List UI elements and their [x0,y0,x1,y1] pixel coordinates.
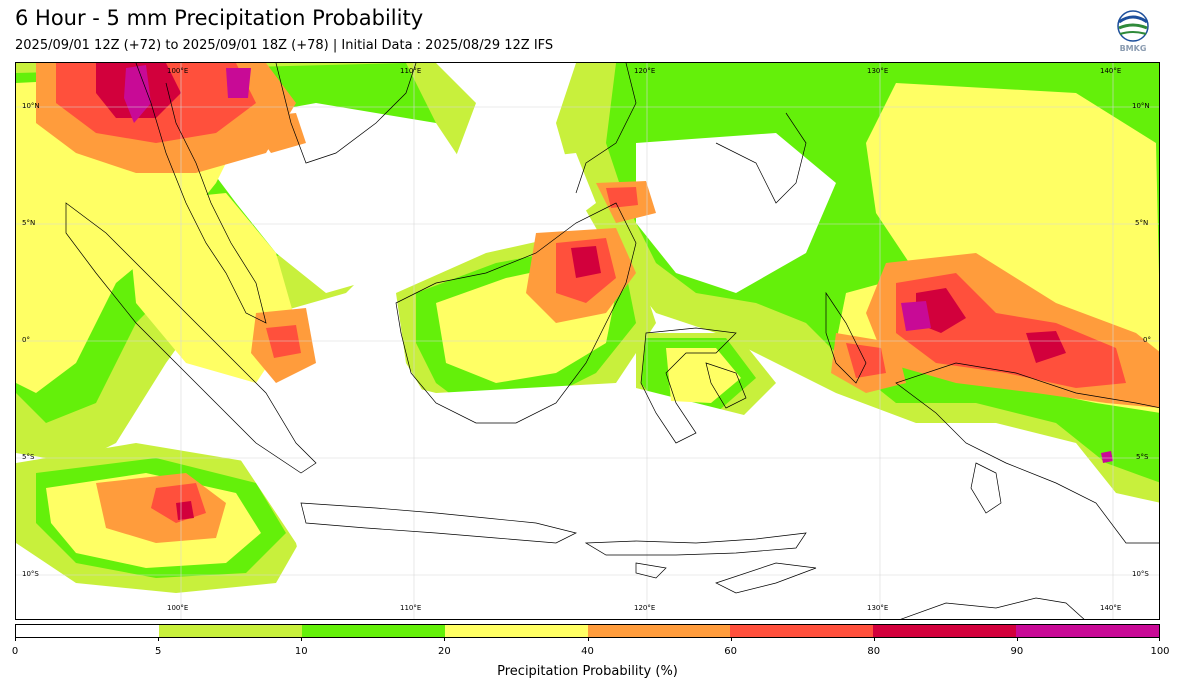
colorbar-tick-label: 0 [11,646,19,657]
colorbar-segment [158,625,302,637]
lon-label-bottom: 100°E [167,604,189,612]
colorbar-segment [873,625,1017,637]
colorbar-tick-label: 80 [867,646,881,657]
lon-label-bottom: 140°E [1100,604,1122,612]
chart-title: 6 Hour - 5 mm Precipitation Probability [15,6,424,30]
lat-label-left: 5°N [22,219,36,227]
colorbar-tick-label: 20 [438,646,451,657]
colorbar-tick-label: 100 [1150,646,1170,657]
precipitation-map [15,62,1160,620]
colorbar-tick-label: 5 [154,646,162,657]
colorbar-tick-mark [1016,637,1018,641]
colorbar [15,624,1160,638]
chart-subtitle: 2025/09/01 12Z (+72) to 2025/09/01 18Z (… [15,38,554,53]
lat-label-left: 0° [22,336,30,344]
lat-label-left: 10°S [22,570,39,578]
colorbar-tick-label: 90 [1010,646,1024,657]
lat-label-right: 0° [1143,336,1151,344]
lon-label-top: 120°E [634,67,656,75]
lat-label-right: 5°S [1136,453,1149,461]
bmkg-logo [1117,10,1149,42]
lat-label-right: 10°S [1132,570,1149,578]
colorbar-tick-mark [15,637,16,641]
colorbar-tick-mark [301,637,303,641]
colorbar-segment [1016,625,1159,637]
colorbar-tick-mark [730,637,732,641]
colorbar-label: Precipitation Probability (%) [497,664,678,679]
colorbar-segment [444,625,588,637]
colorbar-tick-mark [158,637,160,641]
colorbar-segment [730,625,874,637]
colorbar-segment [587,625,731,637]
colorbar-tick-label: 40 [581,646,594,657]
colorbar-tick-label: 60 [724,646,737,657]
lat-label-right: 5°N [1135,219,1149,227]
colorbar-tick-mark [587,637,589,641]
lon-label-top: 130°E [867,67,889,75]
colorbar-segment [301,625,445,637]
lon-label-bottom: 130°E [867,604,889,612]
lat-label-left: 5°S [22,453,35,461]
colorbar-tick-mark [873,637,875,641]
lon-label-bottom: 110°E [400,604,422,612]
colorbar-segment [16,625,159,637]
colorbar-tick-mark [444,637,446,641]
lat-label-left: 10°N [22,102,40,110]
colorbar-tick-mark [1159,637,1160,641]
logo-text: BMKG [1119,44,1147,53]
lon-label-top: 100°E [167,67,189,75]
lon-label-top: 140°E [1100,67,1122,75]
lat-label-right: 10°N [1132,102,1150,110]
lon-label-top: 110°E [400,67,422,75]
colorbar-tick-label: 10 [294,646,308,657]
lon-label-bottom: 120°E [634,604,656,612]
